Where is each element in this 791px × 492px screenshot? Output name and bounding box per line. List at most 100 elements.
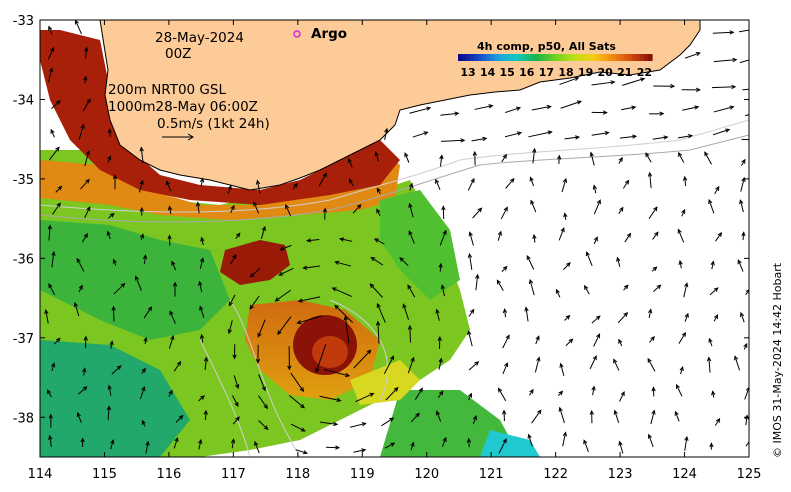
current-arrow-icon <box>685 51 701 59</box>
current-arrow-icon <box>621 105 637 111</box>
current-arrow-icon <box>710 260 715 270</box>
current-arrow-icon <box>109 340 114 349</box>
current-arrow-icon <box>334 304 354 323</box>
current-arrow-icon <box>315 344 327 374</box>
current-arrow-icon <box>589 409 594 424</box>
current-arrow-icon <box>559 362 565 376</box>
current-arrow-icon <box>198 280 203 292</box>
colorbar-label: 21 <box>617 66 632 79</box>
colorbar-label: 22 <box>637 66 652 79</box>
current-arrow-icon <box>591 315 601 324</box>
current-arrow-icon <box>230 438 236 449</box>
y-tick-label: -38 <box>13 411 34 426</box>
current-arrow-icon <box>531 409 542 424</box>
colorbar-swatch <box>522 54 528 61</box>
colorbar-swatch <box>599 54 605 61</box>
landmass <box>99 20 701 191</box>
current-arrow-icon <box>532 233 537 243</box>
colorbar-swatch <box>534 54 540 61</box>
current-arrow-icon <box>497 230 502 241</box>
current-arrow-icon <box>385 386 399 401</box>
current-arrow-icon <box>502 308 508 318</box>
sst-patch-teal <box>40 340 190 457</box>
y-tick-label: -35 <box>13 173 34 188</box>
current-arrow-icon <box>167 205 173 215</box>
depth-line-2: 1000m28-May 06:00Z <box>108 99 258 115</box>
current-arrow-icon <box>295 449 308 455</box>
current-arrow-icon <box>714 417 721 426</box>
x-tick-label: 122 <box>543 467 568 482</box>
x-tick-label: 121 <box>479 467 504 482</box>
colorbar-swatch <box>559 54 564 61</box>
current-arrow-icon <box>622 179 630 189</box>
current-arrow-icon <box>50 362 56 372</box>
colorbar-swatch <box>466 54 471 61</box>
current-arrow-icon <box>741 231 746 241</box>
current-arrow-icon <box>527 433 533 447</box>
current-arrow-icon <box>173 436 179 449</box>
current-arrow-icon <box>408 182 414 191</box>
current-arrow-icon <box>678 151 685 163</box>
colorbar-swatch <box>627 54 633 61</box>
current-arrow-icon <box>648 206 658 220</box>
colorbar-label: 18 <box>558 66 573 79</box>
plot-frame <box>39 19 750 458</box>
current-arrow-icon <box>227 184 232 194</box>
colorbar-label: 19 <box>578 66 593 79</box>
current-arrow-icon <box>142 254 148 265</box>
current-arrow-icon <box>653 84 676 89</box>
current-arrow-icon <box>679 366 684 375</box>
current-arrow-icon <box>591 110 608 115</box>
current-arrow-icon <box>257 319 266 338</box>
current-arrow-icon <box>139 233 145 241</box>
current-arrow-icon <box>441 205 446 219</box>
current-arrow-icon <box>141 367 146 375</box>
current-arrow-icon <box>48 283 56 296</box>
current-arrow-icon <box>260 225 266 240</box>
scale-label: 0.5m/s (1kt 24h) <box>157 116 270 132</box>
current-arrow-icon <box>325 445 341 450</box>
current-arrow-icon <box>168 389 173 398</box>
current-arrow-icon <box>143 306 153 319</box>
current-arrow-icon <box>352 204 362 214</box>
current-arrow-icon <box>678 259 683 269</box>
current-arrow-icon <box>500 206 508 220</box>
current-arrow-icon <box>50 128 55 138</box>
current-arrow-icon <box>199 177 205 187</box>
current-arrow-icon <box>232 344 237 360</box>
colorbar: 4h comp, p50, All Sats 13 14 15 16 17 18 19 20 2… <box>458 40 653 79</box>
current-arrow-icon <box>320 421 339 427</box>
current-arrow-icon <box>733 355 741 371</box>
current-arrow-icon <box>84 46 89 59</box>
current-arrow-icon <box>322 207 328 220</box>
colorbar-swatch <box>530 54 536 61</box>
current-arrow-icon <box>584 284 590 295</box>
current-arrow-icon <box>440 284 446 297</box>
current-arrow-icon <box>435 308 440 321</box>
current-arrow-icon <box>467 330 473 347</box>
current-arrow-icon <box>51 250 56 268</box>
current-arrow-icon <box>474 104 494 110</box>
current-arrow-icon <box>439 154 444 167</box>
current-arrow-icon <box>558 406 565 424</box>
colorbar-swatch <box>474 54 479 61</box>
current-arrow-icon <box>649 335 655 343</box>
current-arrow-icon <box>563 212 568 220</box>
colorbar-swatch <box>631 54 637 61</box>
colorbar-swatch <box>486 54 491 61</box>
current-arrow-icon <box>647 171 653 189</box>
current-arrow-icon <box>743 342 748 350</box>
current-arrow-icon <box>712 128 731 136</box>
sst-patch-band-red <box>40 30 400 205</box>
current-arrow-icon <box>408 230 415 244</box>
current-arrow-icon <box>253 201 260 214</box>
colorbar-swatch <box>514 54 520 61</box>
current-arrow-icon <box>708 198 715 214</box>
colorbar-swatch <box>587 54 592 61</box>
current-arrow-icon <box>138 179 144 193</box>
colorbar-swatch <box>579 54 584 61</box>
current-arrow-icon <box>742 88 749 91</box>
x-tick-label: 117 <box>221 467 246 482</box>
current-arrow-icon <box>592 184 597 194</box>
current-arrow-icon <box>624 232 632 243</box>
